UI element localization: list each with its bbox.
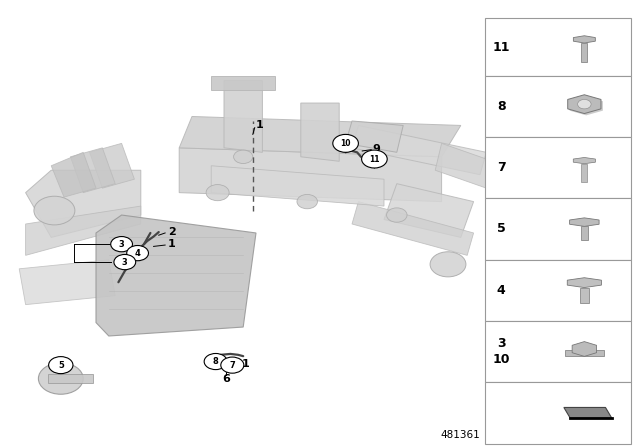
- Text: 10: 10: [340, 139, 351, 148]
- Bar: [565, 350, 604, 356]
- Bar: [485, 137, 631, 198]
- Text: 8: 8: [213, 357, 218, 366]
- Polygon shape: [26, 206, 141, 255]
- Text: 8: 8: [497, 100, 506, 113]
- Circle shape: [206, 185, 229, 201]
- Bar: [582, 43, 588, 62]
- Polygon shape: [352, 202, 474, 255]
- Bar: [485, 76, 631, 137]
- Polygon shape: [573, 36, 595, 43]
- Text: 1: 1: [256, 121, 264, 130]
- Text: 1: 1: [242, 359, 250, 369]
- Text: 6: 6: [223, 374, 230, 383]
- Polygon shape: [51, 152, 96, 197]
- Polygon shape: [19, 260, 115, 305]
- Polygon shape: [352, 125, 486, 175]
- Circle shape: [362, 150, 387, 168]
- Text: 7: 7: [497, 161, 506, 174]
- Circle shape: [234, 150, 253, 164]
- Circle shape: [387, 208, 407, 222]
- Bar: [48, 374, 93, 383]
- Polygon shape: [96, 215, 256, 336]
- Circle shape: [114, 254, 136, 270]
- Bar: [485, 198, 631, 260]
- Polygon shape: [384, 184, 474, 237]
- Polygon shape: [573, 158, 595, 164]
- Polygon shape: [568, 95, 601, 114]
- Bar: [485, 321, 631, 382]
- Bar: [485, 382, 631, 444]
- Polygon shape: [564, 408, 612, 418]
- Polygon shape: [211, 166, 384, 206]
- Polygon shape: [301, 103, 339, 161]
- Text: 1: 1: [168, 239, 175, 249]
- Polygon shape: [570, 218, 599, 226]
- Text: 10: 10: [492, 353, 510, 366]
- Polygon shape: [90, 143, 134, 188]
- Polygon shape: [346, 121, 403, 152]
- Circle shape: [204, 353, 227, 370]
- Circle shape: [578, 99, 591, 109]
- Circle shape: [34, 196, 75, 225]
- Polygon shape: [572, 342, 596, 357]
- Text: 481361: 481361: [441, 430, 481, 440]
- Text: 2: 2: [168, 227, 175, 237]
- Text: 4: 4: [134, 249, 141, 258]
- Text: 4: 4: [497, 284, 506, 297]
- Bar: [211, 76, 275, 90]
- Circle shape: [111, 237, 132, 252]
- Text: 3: 3: [119, 240, 124, 249]
- Polygon shape: [26, 170, 141, 237]
- Circle shape: [127, 246, 148, 261]
- Circle shape: [49, 357, 73, 374]
- Text: 5: 5: [497, 222, 506, 236]
- Polygon shape: [570, 97, 603, 116]
- Text: 5: 5: [58, 361, 64, 370]
- Text: 11: 11: [369, 155, 380, 164]
- Text: 3: 3: [122, 258, 127, 267]
- Polygon shape: [179, 116, 461, 157]
- Polygon shape: [435, 143, 493, 188]
- Bar: [580, 226, 588, 240]
- Circle shape: [221, 357, 244, 373]
- Circle shape: [333, 134, 358, 152]
- Circle shape: [297, 194, 317, 209]
- Text: 11: 11: [492, 40, 510, 54]
- Polygon shape: [179, 148, 442, 202]
- Text: 7: 7: [230, 361, 235, 370]
- Bar: [580, 288, 589, 303]
- Text: 9: 9: [372, 144, 380, 154]
- Bar: [485, 260, 631, 321]
- Circle shape: [38, 363, 83, 394]
- Bar: [582, 164, 588, 182]
- Polygon shape: [567, 278, 602, 288]
- Text: 3: 3: [497, 337, 506, 350]
- Bar: [485, 18, 631, 76]
- Polygon shape: [224, 81, 262, 152]
- Polygon shape: [70, 148, 115, 193]
- Circle shape: [430, 252, 466, 277]
